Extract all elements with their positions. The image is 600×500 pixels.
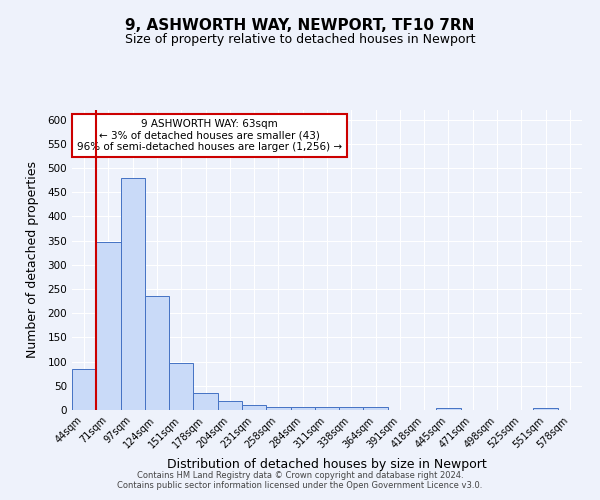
Bar [145, 296, 169, 410]
Bar [339, 407, 364, 410]
Bar [364, 407, 388, 410]
Bar [96, 242, 121, 410]
Y-axis label: Number of detached properties: Number of detached properties [26, 162, 39, 358]
Bar [436, 408, 461, 410]
Bar [242, 405, 266, 410]
Text: Contains HM Land Registry data © Crown copyright and database right 2024.
Contai: Contains HM Land Registry data © Crown c… [118, 470, 482, 490]
X-axis label: Distribution of detached houses by size in Newport: Distribution of detached houses by size … [167, 458, 487, 471]
Bar [533, 408, 558, 410]
Bar [290, 407, 315, 410]
Text: 9 ASHWORTH WAY: 63sqm
← 3% of detached houses are smaller (43)
96% of semi-detac: 9 ASHWORTH WAY: 63sqm ← 3% of detached h… [77, 119, 342, 152]
Text: Size of property relative to detached houses in Newport: Size of property relative to detached ho… [125, 32, 475, 46]
Bar [315, 407, 339, 410]
Bar [218, 401, 242, 410]
Bar [121, 178, 145, 410]
Bar [169, 363, 193, 410]
Bar [193, 392, 218, 410]
Text: 9, ASHWORTH WAY, NEWPORT, TF10 7RN: 9, ASHWORTH WAY, NEWPORT, TF10 7RN [125, 18, 475, 32]
Bar [72, 369, 96, 410]
Bar [266, 406, 290, 410]
